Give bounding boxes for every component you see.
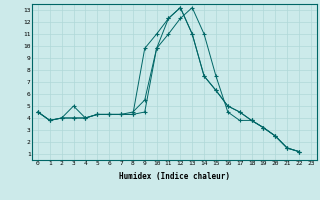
- X-axis label: Humidex (Indice chaleur): Humidex (Indice chaleur): [119, 172, 230, 181]
